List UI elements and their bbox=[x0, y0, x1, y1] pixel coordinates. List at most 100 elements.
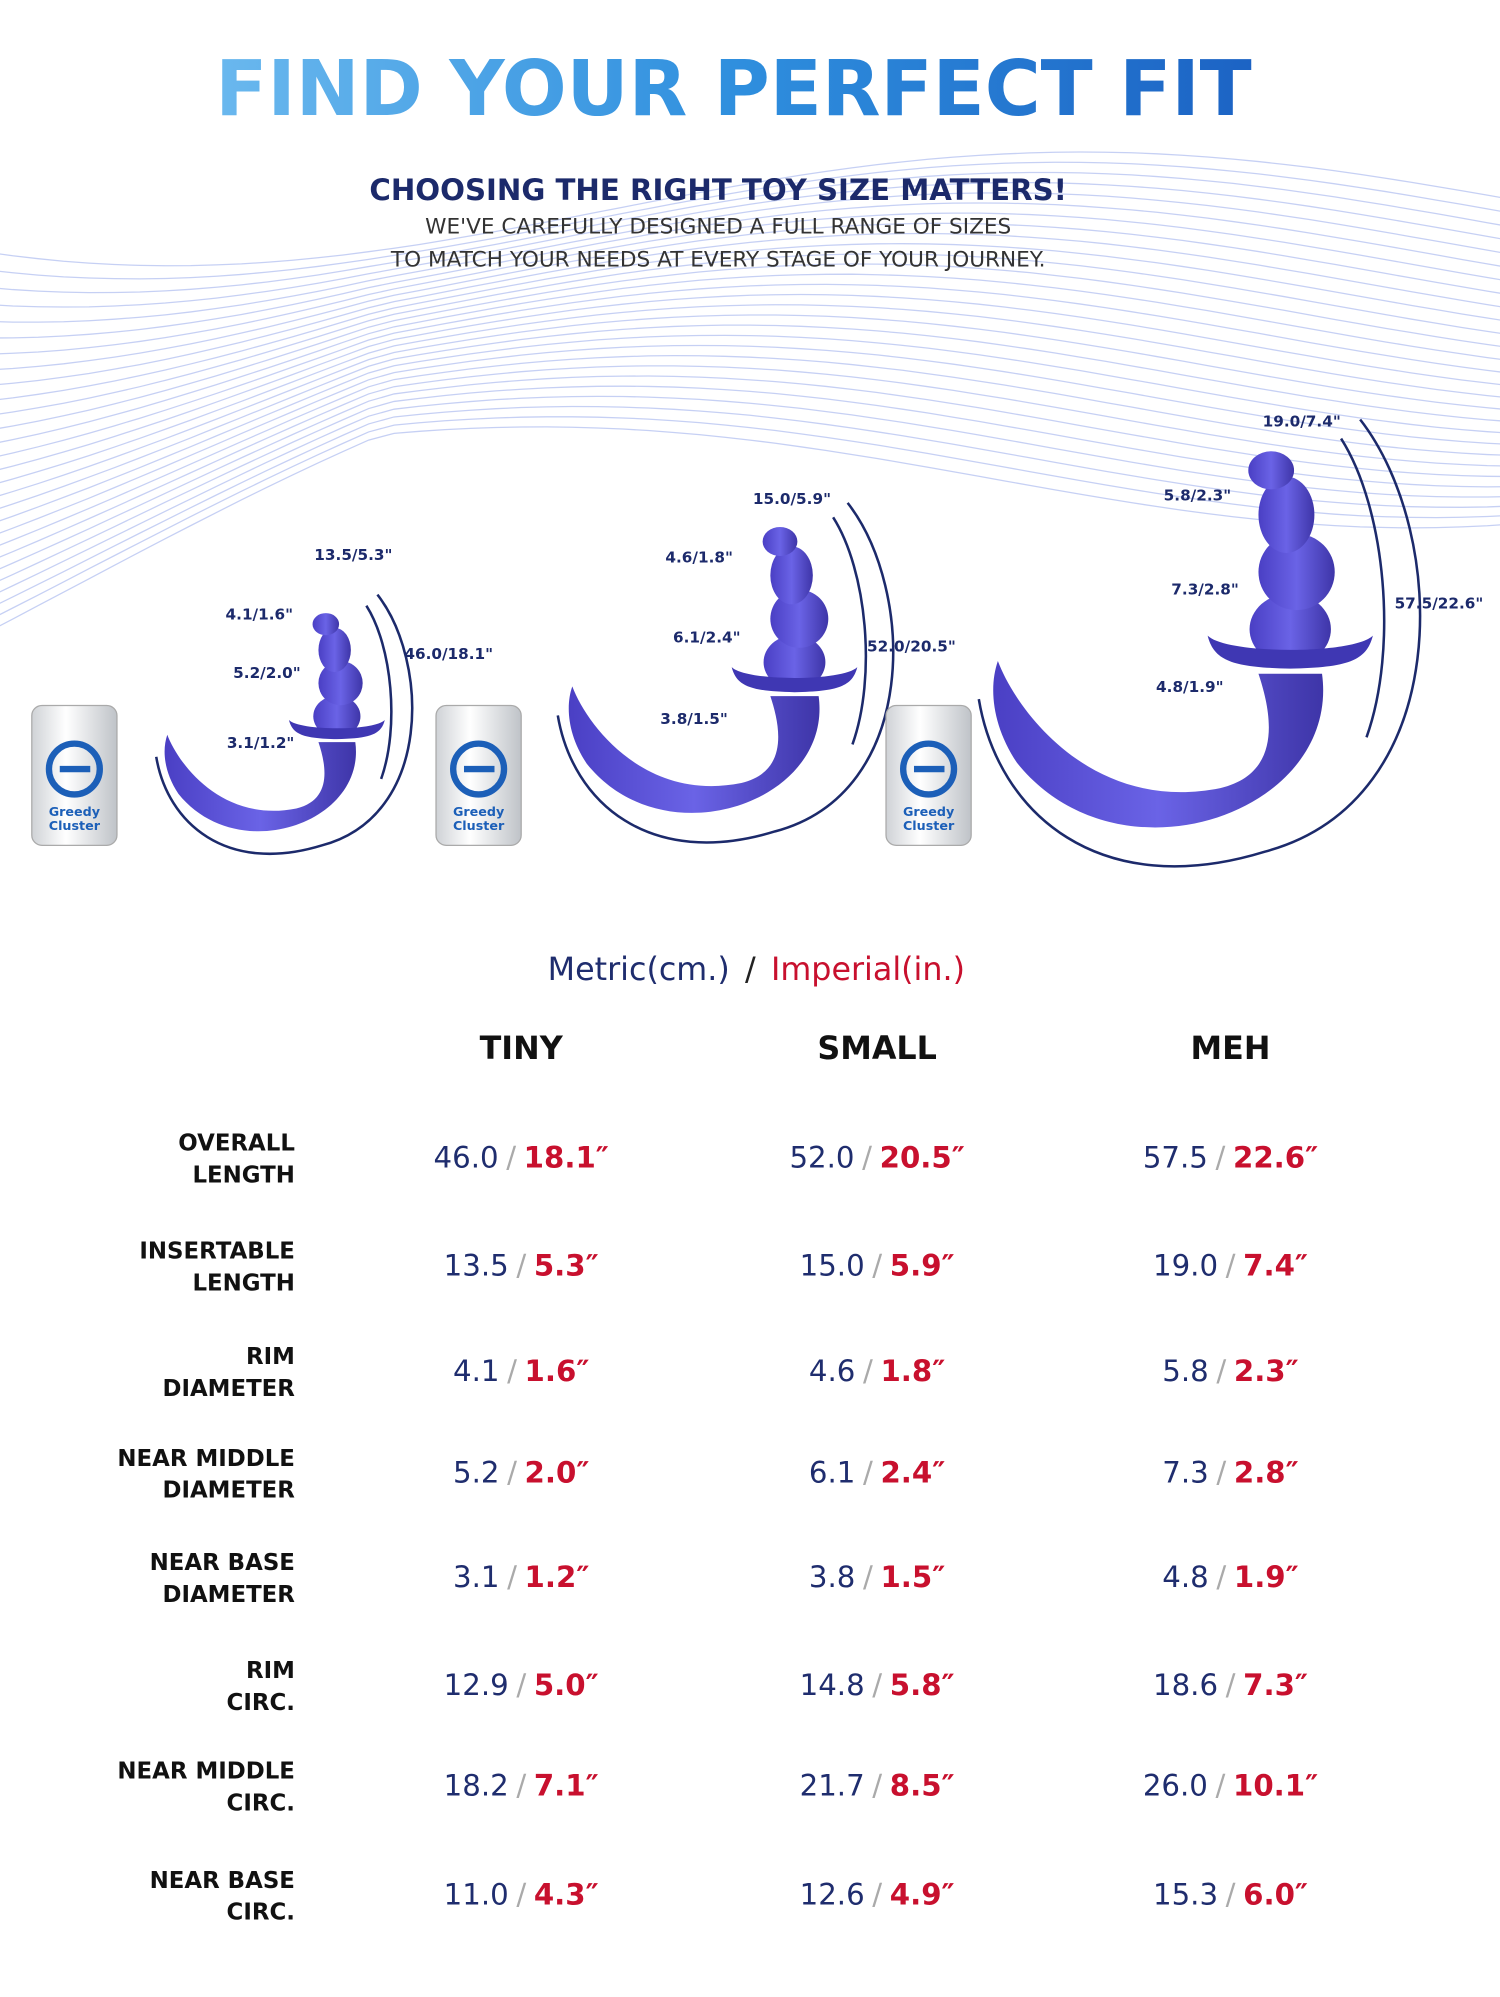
row-label: NEAR BASE bbox=[150, 1868, 295, 1894]
wave-line bbox=[0, 304, 1500, 484]
value-separator: / bbox=[1216, 1768, 1226, 1802]
row-label: CIRC. bbox=[227, 1790, 295, 1816]
plug-part bbox=[1258, 533, 1335, 611]
plug-part bbox=[1248, 451, 1295, 490]
can-label: Greedy bbox=[49, 804, 101, 819]
cell: 3.1/1.2″ bbox=[453, 1560, 589, 1594]
column-header: MEH bbox=[1191, 1031, 1271, 1067]
wave-line bbox=[0, 182, 1500, 308]
metric-value: 12.6 bbox=[800, 1878, 865, 1912]
tail bbox=[568, 686, 820, 813]
imperial-value: 1.8″ bbox=[880, 1354, 945, 1388]
cell: 57.5/22.6″ bbox=[1143, 1140, 1318, 1174]
plug-part bbox=[762, 527, 798, 557]
subtitle: CHOOSING THE RIGHT TOY SIZE MATTERS! bbox=[369, 173, 1067, 207]
metric-value: 18.6 bbox=[1153, 1668, 1218, 1702]
value-separator: / bbox=[1226, 1668, 1236, 1702]
metric-value: 13.5 bbox=[444, 1248, 509, 1282]
value-separator: / bbox=[1216, 1140, 1226, 1174]
imperial-value: 6.0″ bbox=[1243, 1878, 1308, 1912]
imperial-value: 4.3″ bbox=[534, 1878, 599, 1912]
tail bbox=[993, 661, 1324, 828]
metric-value: 12.9 bbox=[444, 1668, 509, 1702]
can-logo bbox=[899, 740, 958, 798]
metric-value: 3.1 bbox=[453, 1560, 499, 1594]
wave-line bbox=[0, 243, 1500, 400]
metric-value: 11.0 bbox=[444, 1878, 509, 1912]
cell: 13.5/5.3″ bbox=[444, 1248, 599, 1282]
metric-value: 15.0 bbox=[800, 1248, 865, 1282]
guide-arc bbox=[154, 593, 414, 856]
wave-line bbox=[0, 416, 1500, 616]
wave-line bbox=[0, 232, 1500, 386]
imperial-value: 5.9″ bbox=[890, 1248, 955, 1282]
value-separator: / bbox=[1216, 1560, 1226, 1594]
wave-line bbox=[0, 253, 1500, 415]
title: FIND YOUR PERFECT FIT bbox=[215, 44, 1251, 133]
value-separator: / bbox=[872, 1768, 882, 1802]
imperial-value: 2.8″ bbox=[1234, 1456, 1299, 1490]
value-separator: / bbox=[516, 1768, 526, 1802]
guide-arc bbox=[832, 516, 868, 745]
row-label: NEAR MIDDLE bbox=[117, 1446, 295, 1472]
metric-value: 5.2 bbox=[453, 1456, 499, 1490]
plug-part bbox=[763, 635, 826, 690]
metric-value: 57.5 bbox=[1143, 1140, 1208, 1174]
imperial-value: 8.5″ bbox=[890, 1768, 955, 1802]
cell: 5.8/2.3″ bbox=[1162, 1354, 1298, 1388]
measure-label: 5.8/2.3" bbox=[1164, 486, 1232, 504]
imperial-value: 10.1″ bbox=[1233, 1768, 1318, 1802]
cell: 11.0/4.3″ bbox=[444, 1878, 599, 1912]
cell: 14.8/5.8″ bbox=[800, 1668, 955, 1702]
measure-label: 4.8/1.9" bbox=[1156, 678, 1224, 696]
tail bbox=[164, 734, 356, 832]
imperial-value: 7.4″ bbox=[1243, 1248, 1308, 1282]
cell: 52.0/20.5″ bbox=[789, 1140, 964, 1174]
cell: 6.1/2.4″ bbox=[809, 1456, 945, 1490]
wave-line bbox=[0, 355, 1500, 546]
can-label: Greedy bbox=[903, 804, 955, 819]
row-label: DIAMETER bbox=[162, 1376, 295, 1402]
imperial-value: 1.5″ bbox=[880, 1560, 945, 1594]
row-label: DIAMETER bbox=[162, 1478, 295, 1504]
products: 13.5/5.3" 4.1/1.6" 5.2/2.0" 3.1/1.2" 46.0/18… bbox=[31, 413, 1483, 868]
guide-arc bbox=[977, 418, 1422, 868]
value-separator: / bbox=[1226, 1248, 1236, 1282]
size-table: Metric(cm.) / Imperial(in.) TINY SMALL MEH OVE… bbox=[117, 952, 1318, 1925]
imperial-value: 7.3″ bbox=[1243, 1668, 1308, 1702]
metric-value: 26.0 bbox=[1143, 1768, 1208, 1802]
metric-legend: Metric(cm.) bbox=[548, 952, 730, 988]
measure-label: 46.0/18.1" bbox=[404, 645, 493, 663]
plug-part bbox=[318, 627, 351, 673]
imperial-value: 2.4″ bbox=[880, 1456, 945, 1490]
cell: 12.9/5.0″ bbox=[444, 1668, 599, 1702]
measure-label: 13.5/5.3" bbox=[314, 546, 392, 564]
row-label: RIM bbox=[246, 1658, 295, 1684]
wave-line bbox=[0, 151, 1500, 267]
value-separator: / bbox=[872, 1668, 882, 1702]
measure-label: 19.0/7.4" bbox=[1263, 413, 1341, 431]
value-separator: / bbox=[863, 1354, 873, 1388]
cell: 46.0/18.1″ bbox=[434, 1140, 609, 1174]
wave-line bbox=[0, 426, 1500, 627]
row-label: RIM bbox=[246, 1344, 295, 1370]
row-label: NEAR MIDDLE bbox=[117, 1759, 295, 1785]
cell: 15.0/5.9″ bbox=[800, 1248, 955, 1282]
measure-label: 5.2/2.0" bbox=[233, 664, 301, 682]
wave-line bbox=[0, 334, 1500, 522]
wave-line bbox=[0, 263, 1500, 429]
wave-line bbox=[0, 405, 1500, 604]
value-separator: / bbox=[516, 1878, 526, 1912]
metric-value: 14.8 bbox=[800, 1668, 865, 1702]
plug-part bbox=[318, 661, 363, 706]
value-separator: / bbox=[506, 1140, 516, 1174]
flange bbox=[731, 667, 858, 693]
row-label: LENGTH bbox=[192, 1270, 294, 1296]
wave-line bbox=[0, 212, 1500, 355]
can-label: Cluster bbox=[49, 818, 101, 833]
cell: 4.1/1.6″ bbox=[453, 1354, 589, 1388]
cell: 12.6/4.9″ bbox=[800, 1878, 955, 1912]
plug-part bbox=[770, 546, 813, 605]
wave-line bbox=[0, 273, 1500, 443]
value-separator: / bbox=[507, 1456, 517, 1490]
